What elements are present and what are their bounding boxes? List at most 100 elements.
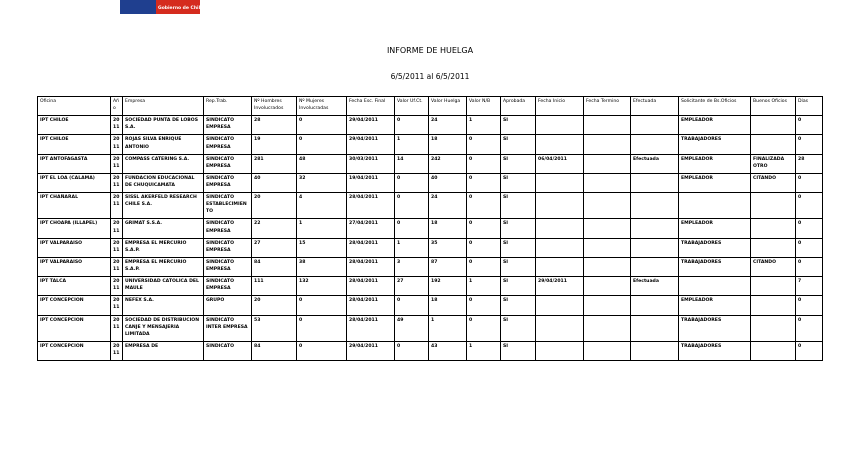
table-cell	[583, 340, 631, 362]
table-cell: 84	[251, 340, 297, 362]
table-cell: SINDICATO EMPRESA	[203, 276, 252, 297]
table-cell	[535, 314, 584, 342]
table-cell: 0	[795, 340, 823, 362]
table-cell: EMPRESA DE	[122, 340, 204, 362]
table-cell	[630, 134, 679, 155]
table-cell: SI	[500, 340, 536, 362]
table-cell: 0	[795, 218, 823, 239]
table-cell: 0	[466, 218, 501, 239]
table-cell	[678, 192, 751, 220]
column-header: Fecha Inicio	[535, 95, 584, 117]
table-cell: 2011	[110, 295, 123, 316]
column-header: Nº Mujeres Involucradas	[296, 95, 347, 117]
table-cell: TRABAJADORES	[678, 314, 751, 342]
table-cell: EMPRESA EL MERCURIO S.A.P.	[122, 256, 204, 278]
table-cell: IPT ANTOFAGASTA	[37, 153, 111, 174]
table-cell: SINDICATO EMPRESA	[203, 256, 252, 278]
table-cell: 2011	[110, 314, 123, 342]
table-cell: 22	[251, 218, 297, 239]
table-cell: 2011	[110, 256, 123, 278]
table-cell: 2011	[110, 218, 123, 239]
table-cell: IPT EL LOA (CALAMA)	[37, 172, 111, 194]
table-cell	[750, 134, 796, 155]
table-cell: GRIMAT S.S.A.	[122, 218, 204, 239]
table-cell	[678, 276, 751, 297]
table-cell: 40	[428, 172, 467, 194]
table-row: IPT TALCA 2011 UNIVERSIDAD CATOLICA DEL MA…	[37, 276, 823, 297]
table-cell	[750, 276, 796, 297]
table-cell: TRABAJADORES	[678, 256, 751, 278]
table-cell	[583, 295, 631, 316]
table-cell: 4	[296, 192, 347, 220]
table-cell: 53	[251, 314, 297, 342]
table-cell: IPT CHILOE	[37, 115, 111, 136]
table-cell	[630, 192, 679, 220]
table-cell: 0	[466, 134, 501, 155]
table-cell: SI	[500, 218, 536, 239]
table-cell	[583, 134, 631, 155]
table-cell: 28	[795, 153, 823, 174]
table-cell: IPT CHAÑARAL	[37, 192, 111, 220]
table-row: IPT CONCEPCION 2011 NEFEX S.A. GRUPO 20 0 28/0…	[37, 295, 823, 316]
table-cell	[583, 172, 631, 194]
table-cell	[750, 295, 796, 316]
table-cell	[750, 314, 796, 342]
table-cell: 24	[428, 115, 467, 136]
table-cell: 29/04/2011	[346, 115, 395, 136]
table-cell: IPT CHOAPA (ILLAPEL)	[37, 218, 111, 239]
table-cell	[750, 115, 796, 136]
table-cell: 24	[428, 192, 467, 220]
column-header: Valor Huelga	[428, 95, 467, 117]
table-row: IPT CHILOE 2011 SOCIEDAD PUNTA DE LOBOS S.…	[37, 115, 823, 136]
table-cell: 29/04/2011	[535, 276, 584, 297]
table-cell: SINDICATO EMPRESA	[203, 115, 252, 136]
table-cell	[535, 172, 584, 194]
column-header: Rep.Trab.	[203, 95, 252, 117]
table-row: IPT CONCEPCION 2011 EMPRESA DE SINDICATO 84 0…	[37, 340, 823, 362]
table-cell: SINDICATO EMPRESA	[203, 134, 252, 155]
table-cell: UNIVERSIDAD CATOLICA DEL MAULE	[122, 276, 204, 297]
table-cell: EMPLEADOR	[678, 115, 751, 136]
logo-text: Gobierno de Chile	[158, 6, 204, 11]
column-header: Buenos Oficios	[750, 95, 796, 117]
table-cell: 29/04/2011	[346, 134, 395, 155]
table-cell	[535, 115, 584, 136]
table-cell: 1	[466, 340, 501, 362]
table-cell: 242	[428, 153, 467, 174]
table-cell: 1	[428, 314, 467, 342]
column-header: Nº Hombres Involucrados	[251, 95, 297, 117]
table-cell: FINALIZADA OTRO	[750, 153, 796, 174]
table-cell: 87	[428, 256, 467, 278]
table-row: IPT VALPARAISO 2011 EMPRESA EL MERCURIO S.…	[37, 256, 823, 278]
column-header: Aprobada	[500, 95, 536, 117]
table-cell	[583, 256, 631, 278]
table-cell: 0	[466, 172, 501, 194]
table-cell: 18	[428, 295, 467, 316]
table-cell: 0	[466, 256, 501, 278]
table-cell: CITANDO	[750, 172, 796, 194]
table-cell: 0	[394, 218, 429, 239]
table-cell: 192	[428, 276, 467, 297]
table-body: IPT CHILOE 2011 SOCIEDAD PUNTA DE LOBOS S.…	[37, 115, 823, 362]
table-cell: 2011	[110, 134, 123, 155]
table-cell: 2011	[110, 237, 123, 258]
table-cell: GRUPO	[203, 295, 252, 316]
table-cell: Efectuada	[630, 276, 679, 297]
table-cell: 20	[251, 295, 297, 316]
table-cell: EMPLEADOR	[678, 218, 751, 239]
logo-red	[156, 0, 200, 14]
table-cell: 40	[251, 172, 297, 194]
table-cell: FUNDACION EDUCACIONAL DE CHUQUICAMATA	[122, 172, 204, 194]
table-cell: 0	[795, 134, 823, 155]
table-cell: SINDICATO EMPRESA	[203, 218, 252, 239]
table-cell	[535, 237, 584, 258]
table-cell: 0	[466, 295, 501, 316]
table-cell: 18	[428, 134, 467, 155]
table-cell: SI	[500, 237, 536, 258]
table-cell: SINDICATO EMPRESA	[203, 172, 252, 194]
table-cell: 281	[251, 153, 297, 174]
table-cell: COMPASS CATERING S.A.	[122, 153, 204, 174]
table-cell: IPT CONCEPCION	[37, 295, 111, 316]
table-cell: 0	[466, 192, 501, 220]
